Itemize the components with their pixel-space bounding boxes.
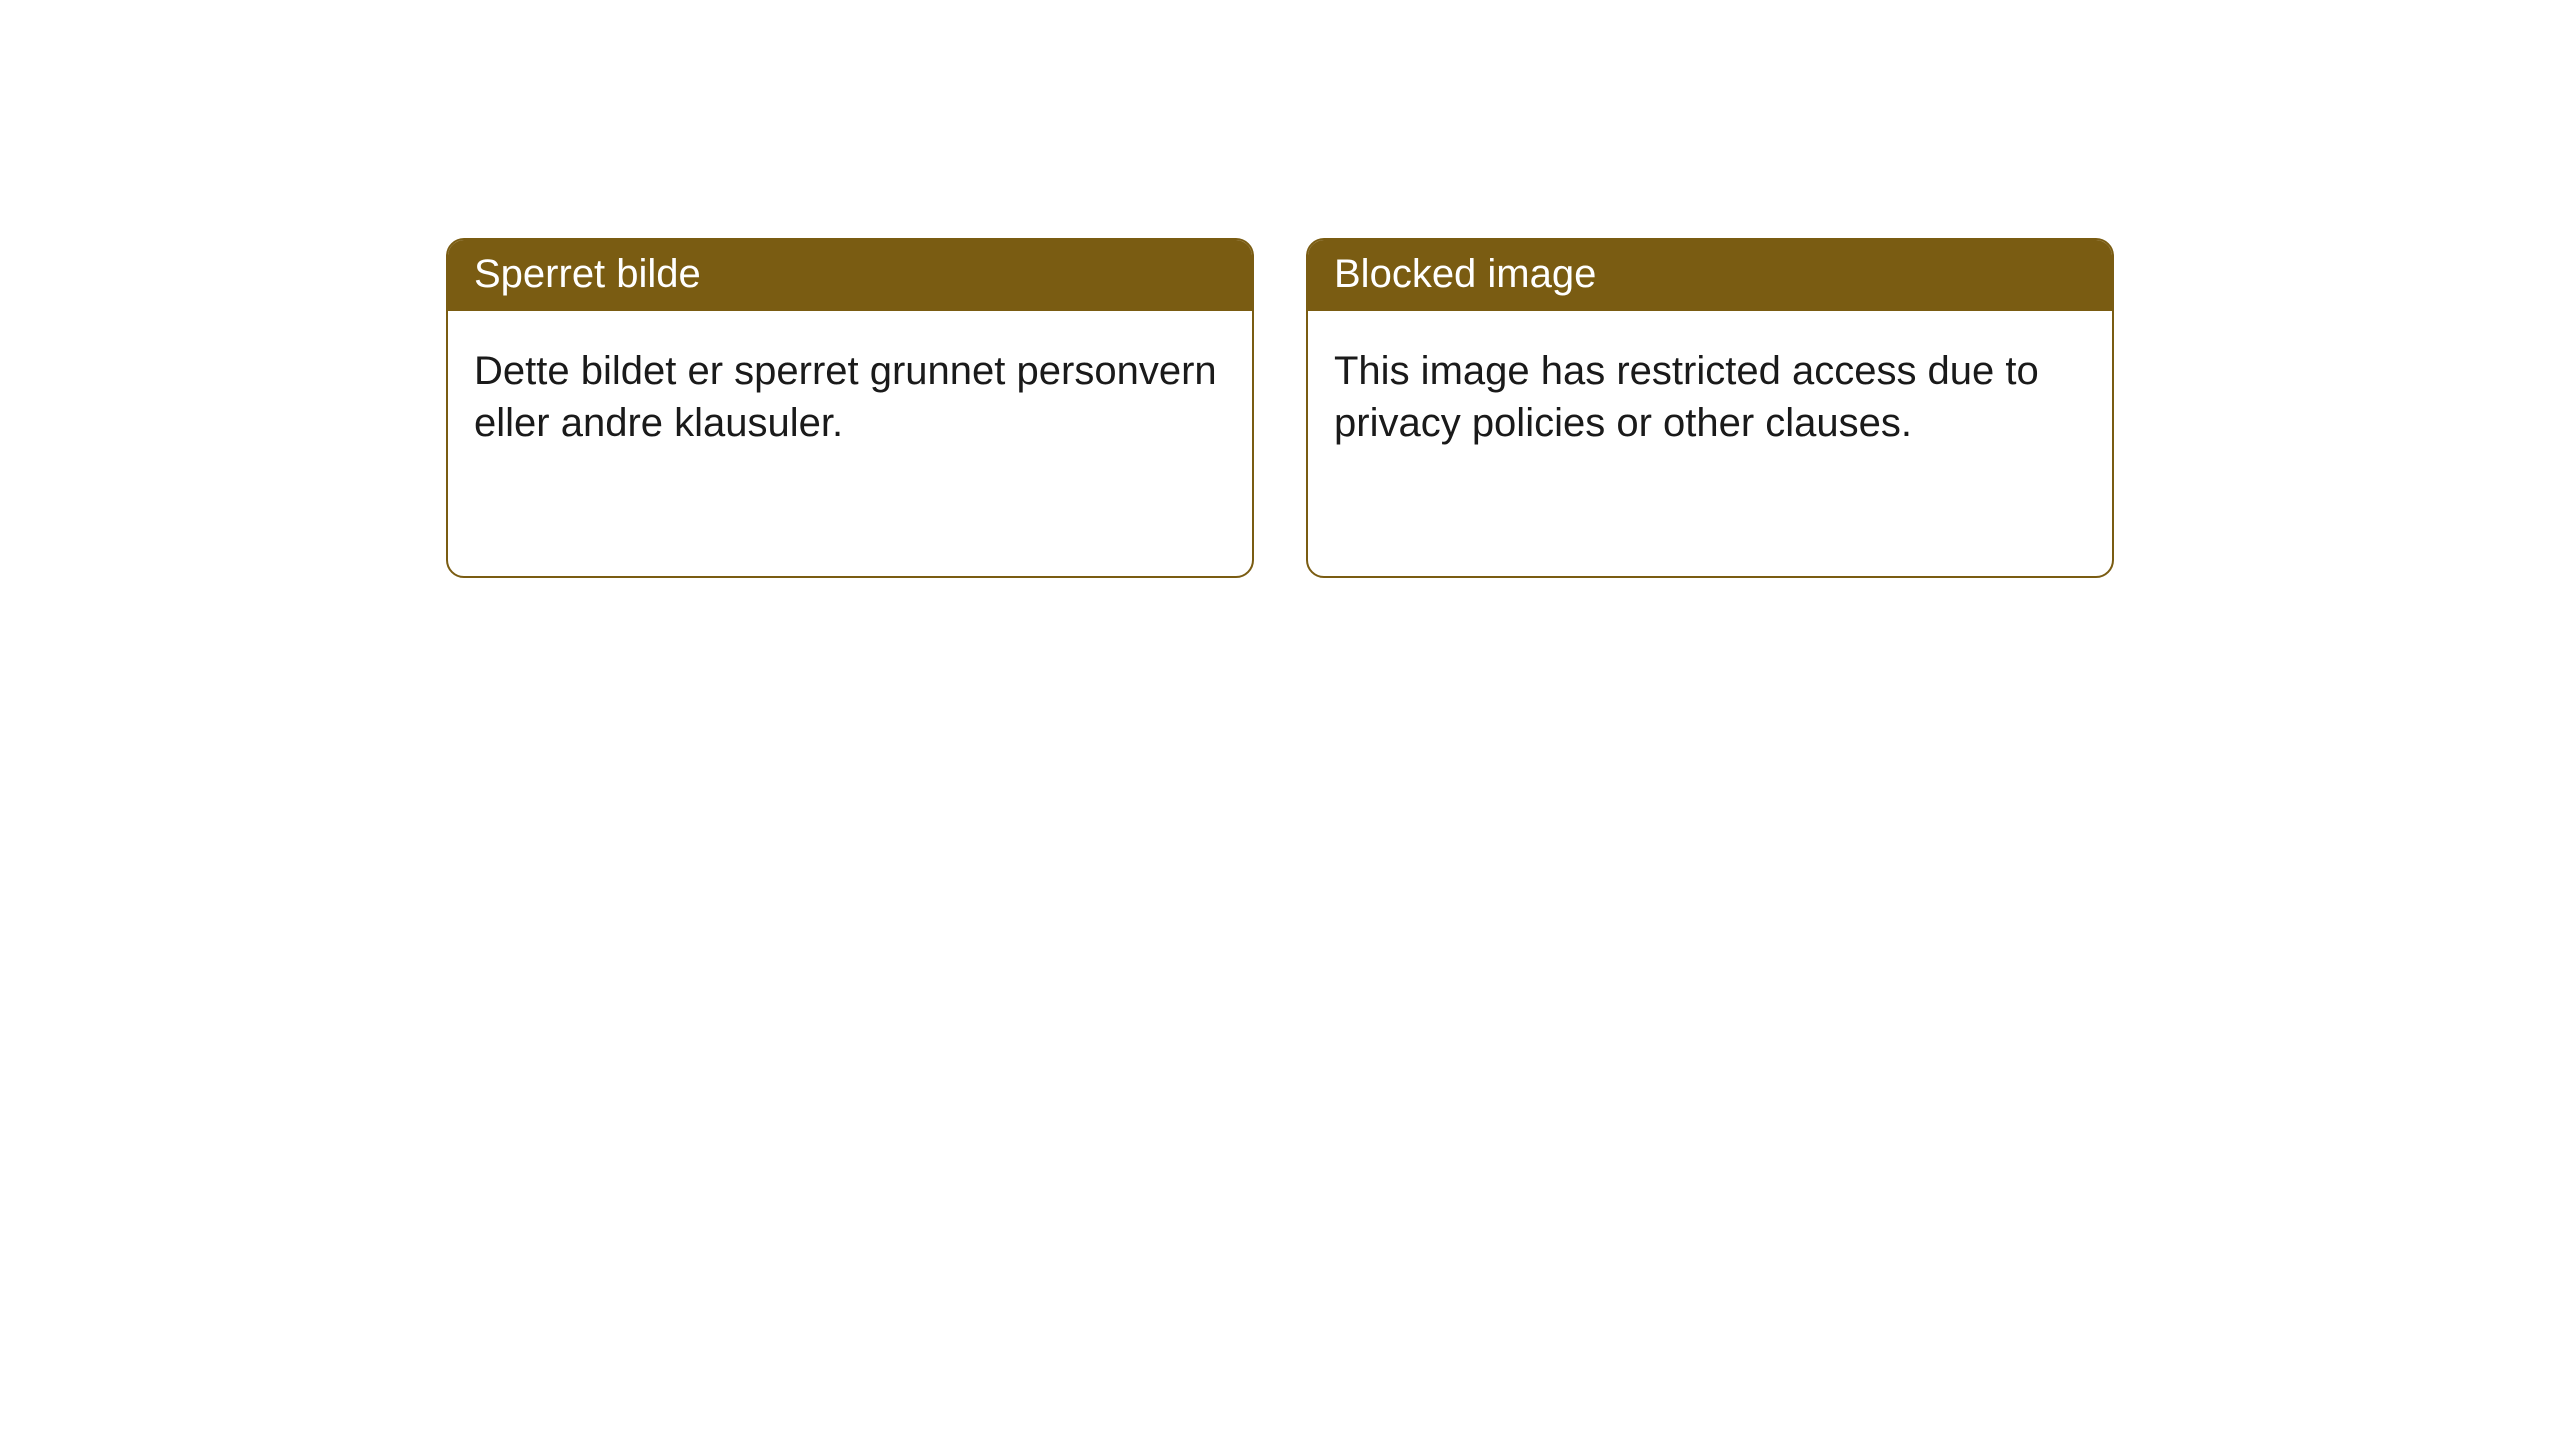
notice-card-no: Sperret bilde Dette bildet er sperret gr… <box>446 238 1254 578</box>
notice-container: Sperret bilde Dette bildet er sperret gr… <box>0 0 2560 578</box>
notice-card-en: Blocked image This image has restricted … <box>1306 238 2114 578</box>
notice-body-en: This image has restricted access due to … <box>1308 311 2112 483</box>
notice-title-no: Sperret bilde <box>448 240 1252 311</box>
notice-title-en: Blocked image <box>1308 240 2112 311</box>
notice-body-no: Dette bildet er sperret grunnet personve… <box>448 311 1252 483</box>
